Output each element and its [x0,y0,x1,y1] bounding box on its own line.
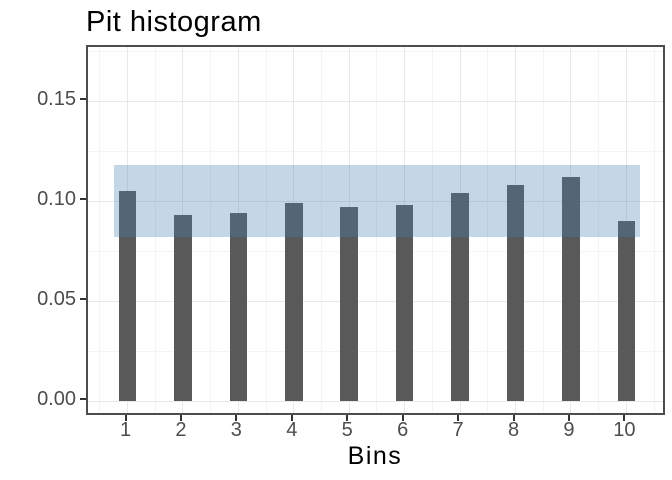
y-axis-tick [80,298,86,301]
y-tick-label: 0.05 [37,288,76,311]
x-tick-label: 7 [452,419,464,441]
minor-gridline-y [88,50,663,52]
y-tick-label: 0.15 [37,88,76,111]
x-tick-label: 1 [119,419,132,441]
x-tick-label: 8 [507,419,520,441]
x-axis-tick [623,415,626,421]
histogram-bar [451,193,469,401]
minor-gridline-y [88,150,663,152]
minor-gridline-x [210,47,212,413]
expected-range-band [113,165,641,238]
minor-gridline-y [88,250,663,252]
minor-gridline-y [88,350,663,352]
major-gridline-y [88,100,663,102]
histogram-bar [229,213,248,401]
y-axis-tick [80,98,86,101]
x-tick-label: 4 [286,419,298,441]
minor-gridline-x [376,47,378,413]
x-axis-tick [512,415,515,421]
histogram-bar [562,177,580,401]
minor-gridline-x [653,47,655,413]
histogram-bar [285,203,303,401]
minor-gridline-x [321,47,322,413]
y-tick-label: 0.00 [37,388,76,410]
x-axis-tick [290,415,293,421]
y-axis-tick [80,198,86,201]
x-axis-tick [457,415,460,421]
histogram-bar [617,221,636,401]
x-tick-label: 3 [230,419,242,441]
plot-panel [86,45,665,415]
minor-gridline-x [542,47,544,413]
major-gridline-y [88,200,663,202]
minor-gridline-x [265,47,267,413]
y-axis-tick [80,398,86,400]
x-axis-tick [179,415,182,421]
x-tick-label: 5 [341,419,353,441]
x-tick-label: 10 [613,419,636,441]
minor-gridline-x [431,47,433,413]
histogram-bar [506,185,525,401]
histogram-bar [340,207,358,401]
x-tick-label: 2 [175,419,187,441]
minor-gridline-x [99,47,101,413]
histogram-bar [118,191,137,401]
major-gridline-y [88,400,663,402]
x-axis-tick [401,415,404,421]
x-tick-label: 6 [397,419,409,441]
y-tick-label: 0.10 [37,188,76,211]
minor-gridline-x [487,47,489,413]
major-gridline-y [88,300,663,302]
x-tick-label: 9 [563,419,575,441]
x-axis-title: Bins [347,442,403,470]
histogram-bar [395,205,414,401]
x-axis-tick [346,415,349,421]
x-axis-tick [567,415,570,421]
minor-gridline-x [598,47,600,413]
histogram-bar [174,215,192,401]
x-axis-tick [124,415,127,421]
x-axis-tick [235,415,238,421]
minor-gridline-x [154,47,156,413]
chart-title: Pit histogram [86,6,262,38]
